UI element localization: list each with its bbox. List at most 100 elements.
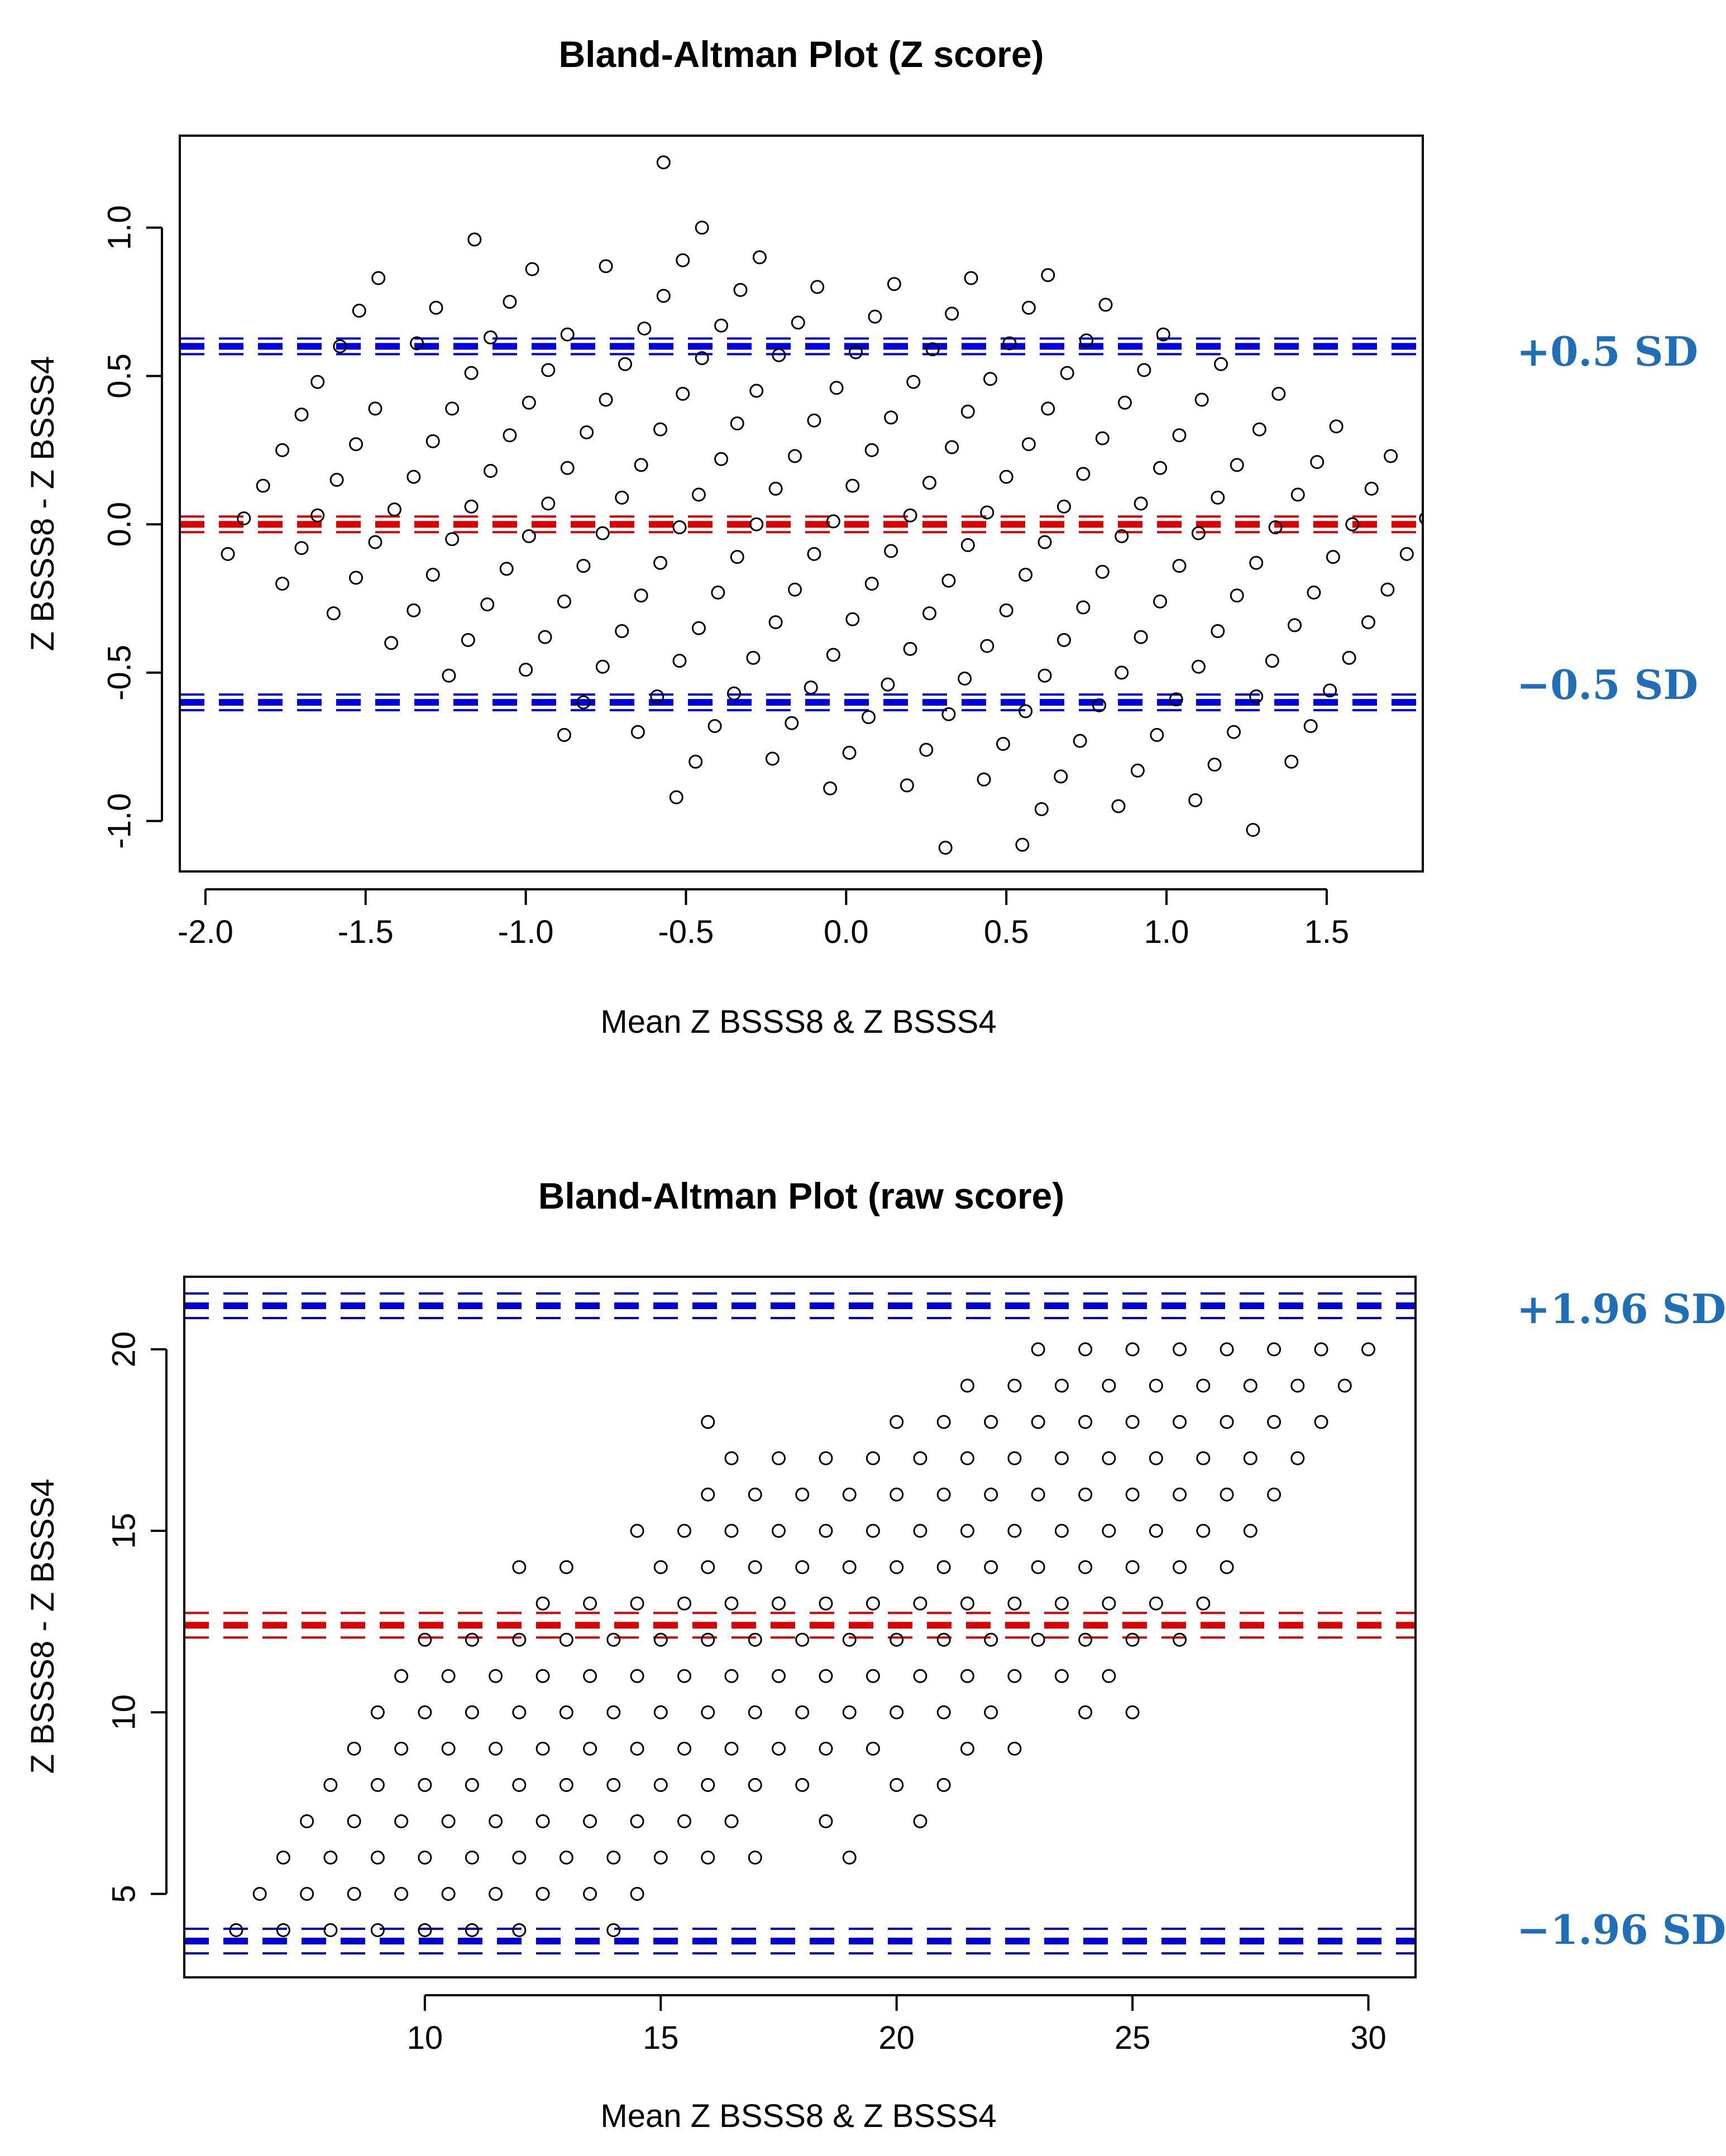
y-tick-label: 0.0 [101,502,137,547]
data-point [630,1596,644,1611]
data-point [394,1741,409,1756]
data-point [1031,1560,1045,1574]
data-point [1002,336,1017,351]
data-point [1037,668,1052,683]
data-point [445,401,460,416]
data-point [370,1923,385,1937]
data-point [1073,734,1087,748]
data-point [960,538,975,552]
data-point [701,1632,715,1647]
data-point [714,318,729,333]
data-point [1230,458,1244,472]
data-point [701,1850,715,1865]
data-point [977,772,991,787]
data-point [418,1632,432,1647]
data-point [845,612,860,626]
data-point [903,641,917,656]
data-point [1399,547,1414,561]
data-point [1079,333,1094,348]
data-point [1384,449,1398,463]
data-point [557,594,571,609]
data-point [913,1669,927,1683]
data-point [829,381,844,395]
data-point [819,1523,833,1538]
data-point [936,1705,951,1719]
data-point [1290,487,1305,502]
x-tick-label: 25 [1115,2020,1151,2056]
data-point [484,464,498,478]
data-point [1196,1596,1211,1611]
data-point [536,1741,550,1756]
data-point [519,663,533,677]
x-tick-label: -2.0 [178,914,233,950]
data-point [1041,268,1055,282]
data-point [1054,1451,1069,1465]
x-axis: -2.0 -1.5 -1.0 -0.5 0.0 0.5 1.0 1.5 [178,888,1349,950]
y-tick-label: 1.0 [101,205,137,250]
data-point [1207,758,1222,772]
data-point [489,1669,503,1683]
data-point [656,155,671,170]
data-point [771,1741,786,1756]
data-point [465,1705,479,1719]
data-point [938,840,953,855]
data-point [748,1560,762,1574]
data-point [536,1669,550,1683]
data-point [583,1596,597,1611]
data-point [252,1886,267,1901]
data-point [1345,517,1360,531]
data-point [349,571,364,585]
data-point [819,1741,833,1756]
data-point [536,1814,550,1828]
data-point [1007,1451,1022,1465]
data-point [1054,1669,1069,1683]
data-point [1125,1415,1140,1429]
data-point [887,277,901,291]
x-tick-label: -1.5 [338,914,394,950]
data-point [326,606,341,621]
data-point [748,1487,762,1502]
lower-limit-label: −0.5 SD [1517,661,1698,708]
data-point [1130,763,1145,778]
data-point [845,478,860,493]
data-point [275,576,290,591]
data-point [1290,1378,1305,1393]
data-point [677,1669,692,1683]
data-point [1134,496,1148,511]
data-point [1076,600,1091,615]
data-point [1125,1560,1140,1574]
data-point [922,606,936,621]
data-point [842,1705,857,1719]
data-point [672,520,687,535]
data-point [884,544,898,558]
data-point [1227,725,1241,739]
data-point [691,621,706,635]
data-point [1169,692,1183,707]
data-point [445,532,460,547]
data-point [819,1451,833,1465]
data-point [310,508,325,523]
data-point [1220,1560,1234,1574]
data-point [557,728,571,742]
data-point [599,392,613,407]
data-point [615,624,629,639]
data-point [903,508,917,523]
data-point [347,1814,361,1828]
data-point [1115,529,1129,543]
data-point [695,351,709,366]
data-point [606,1705,621,1719]
data-point [804,681,818,694]
data-point [1078,1705,1093,1719]
data-point [984,1560,998,1574]
data-point [1031,1342,1045,1357]
data-point [724,1596,739,1611]
data-point [1361,1342,1376,1357]
data-point [333,339,347,353]
data-point [714,452,729,466]
data-point [653,555,668,570]
data-point [1361,615,1375,630]
data-point [606,1850,621,1865]
data-point [795,1487,810,1502]
data-point [634,458,648,472]
